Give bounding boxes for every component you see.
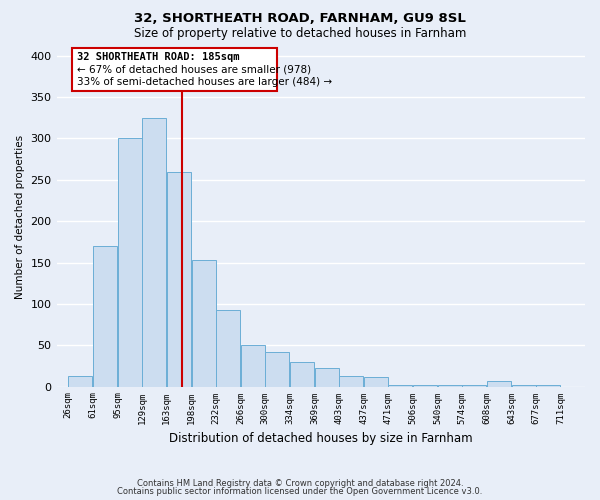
Bar <box>217 310 241 386</box>
Bar <box>142 118 166 386</box>
Bar <box>463 385 486 386</box>
Bar <box>388 385 412 386</box>
Bar <box>536 385 560 386</box>
Bar <box>315 368 339 386</box>
Text: 32, SHORTHEATH ROAD, FARNHAM, GU9 8SL: 32, SHORTHEATH ROAD, FARNHAM, GU9 8SL <box>134 12 466 26</box>
Bar <box>487 381 511 386</box>
Y-axis label: Number of detached properties: Number of detached properties <box>15 135 25 299</box>
Bar <box>340 376 363 386</box>
Bar <box>438 385 462 386</box>
Bar <box>118 138 142 386</box>
X-axis label: Distribution of detached houses by size in Farnham: Distribution of detached houses by size … <box>169 432 473 445</box>
Text: Size of property relative to detached houses in Farnham: Size of property relative to detached ho… <box>134 28 466 40</box>
Bar <box>192 260 216 386</box>
Bar <box>413 385 437 386</box>
Bar <box>290 362 314 386</box>
Bar <box>265 352 289 386</box>
Bar <box>94 246 118 386</box>
Text: 33% of semi-detached houses are larger (484) →: 33% of semi-detached houses are larger (… <box>77 78 332 88</box>
Text: ← 67% of detached houses are smaller (978): ← 67% of detached houses are smaller (97… <box>77 65 311 75</box>
Text: Contains public sector information licensed under the Open Government Licence v3: Contains public sector information licen… <box>118 487 482 496</box>
Bar <box>364 378 388 386</box>
Bar <box>68 376 92 386</box>
FancyBboxPatch shape <box>73 48 277 90</box>
Text: Contains HM Land Registry data © Crown copyright and database right 2024.: Contains HM Land Registry data © Crown c… <box>137 478 463 488</box>
Bar <box>241 345 265 387</box>
Text: 32 SHORTHEATH ROAD: 185sqm: 32 SHORTHEATH ROAD: 185sqm <box>77 52 239 62</box>
Bar <box>512 385 536 386</box>
Bar <box>167 172 191 386</box>
